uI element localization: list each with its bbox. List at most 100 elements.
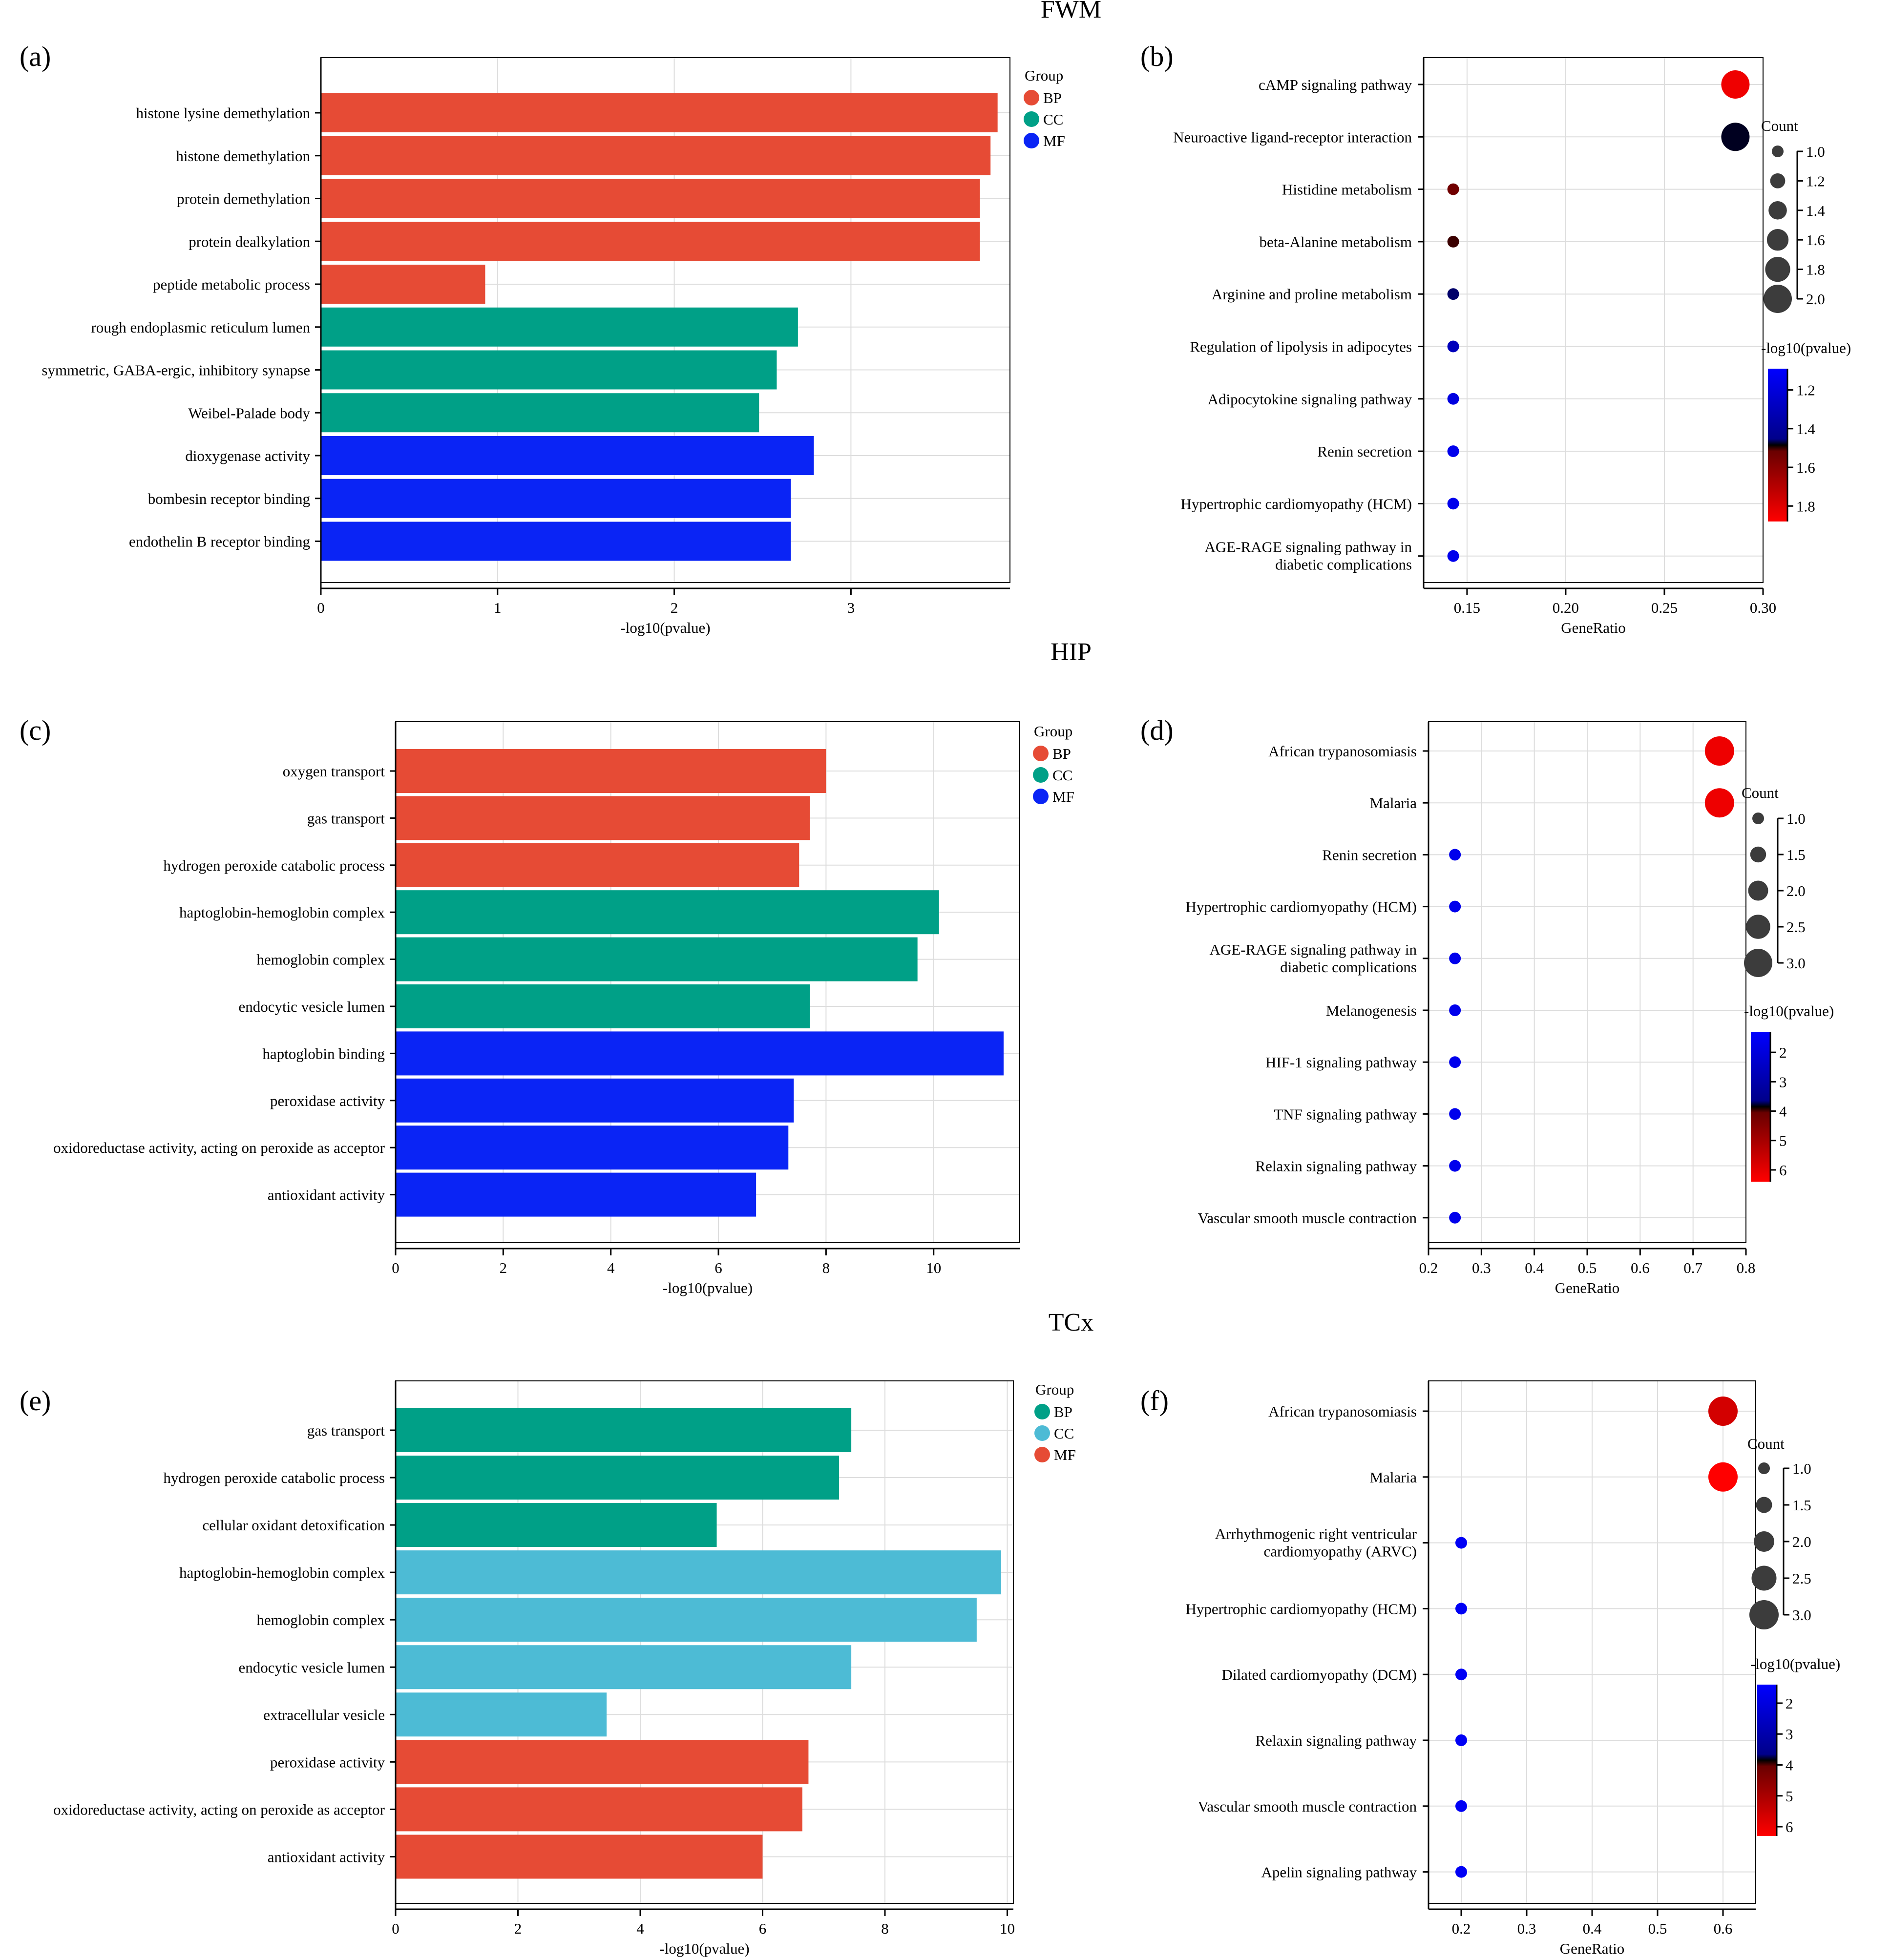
x-tick-label: 2 bbox=[514, 1920, 522, 1937]
size-legend-label: 1.5 bbox=[1786, 846, 1806, 863]
size-legend: Count 1.0 1.5 2.0 2.5 3.0 bbox=[1747, 1435, 1811, 1629]
dot bbox=[1704, 736, 1734, 766]
colorbar-tick-label: 1.4 bbox=[1796, 420, 1815, 438]
dot bbox=[1449, 900, 1461, 913]
bar bbox=[321, 393, 759, 433]
figure-content: FWM HIP TCx (a) histone lysine demethylation… bbox=[20, 0, 1851, 1957]
dot bbox=[1447, 550, 1459, 562]
y-tick-label: haptoglobin binding bbox=[262, 1045, 385, 1062]
bar bbox=[396, 1126, 789, 1170]
x-axis-label: -log10(pvalue) bbox=[620, 619, 710, 636]
bar bbox=[396, 1598, 977, 1642]
bar bbox=[396, 937, 918, 981]
y-tick-label: histone lysine demethylation bbox=[136, 104, 311, 122]
bar bbox=[396, 1078, 794, 1123]
size-legend-label: 3.0 bbox=[1792, 1606, 1811, 1624]
size-legend-label: 1.6 bbox=[1806, 231, 1825, 249]
legend-label-mf: MF bbox=[1054, 1446, 1076, 1463]
panel-b: (b) cAMP signaling pathway Neuroactive lig… bbox=[1140, 41, 1851, 636]
colorbar-title: -log10(pvalue) bbox=[1750, 1655, 1840, 1672]
y-tick-label: endothelin B receptor binding bbox=[129, 533, 310, 550]
bar bbox=[396, 1031, 1004, 1076]
y-tick-label: cellular oxidant detoxification bbox=[202, 1517, 385, 1534]
legend-label-bp: BP bbox=[1054, 1403, 1072, 1420]
legend-label-cc: CC bbox=[1043, 111, 1063, 128]
size-legend-dot bbox=[1746, 915, 1770, 939]
y-tick-label: Hypertrophic cardiomyopathy (HCM) bbox=[1181, 495, 1412, 512]
y-tick-label: Adipocytokine signaling pathway bbox=[1208, 391, 1412, 408]
legend-swatch-cc bbox=[1034, 1425, 1050, 1441]
size-legend-dot bbox=[1750, 846, 1766, 863]
x-tick-label: 4 bbox=[607, 1259, 615, 1276]
colorbar: -log10(pvalue) 2 3 4 5 6 bbox=[1750, 1655, 1840, 1836]
colorbar-tick-label: 2 bbox=[1786, 1695, 1793, 1712]
panel-label: (e) bbox=[20, 1385, 51, 1417]
dot bbox=[1449, 1211, 1461, 1224]
legend-label-bp: BP bbox=[1052, 745, 1071, 762]
x-tick-label: 6 bbox=[759, 1920, 767, 1937]
colorbar-tick-label: 5 bbox=[1779, 1132, 1787, 1149]
colorbar-gradient bbox=[1751, 1032, 1770, 1182]
x-tick-label: 0 bbox=[392, 1259, 399, 1276]
dot bbox=[1449, 849, 1461, 861]
dot bbox=[1447, 288, 1459, 300]
legend-title: Group bbox=[1025, 67, 1063, 84]
x-tick-label: 0.3 bbox=[1517, 1920, 1536, 1937]
y-tick-label: AGE-RAGE signaling pathway in diabetic co… bbox=[1210, 941, 1417, 976]
x-tick-label: 4 bbox=[636, 1920, 644, 1937]
y-tick-label: African trypanosomiasis bbox=[1268, 1403, 1417, 1420]
panel-label: (f) bbox=[1140, 1385, 1169, 1417]
colorbar-tick-label: 3 bbox=[1786, 1726, 1793, 1743]
size-legend-label: 1.0 bbox=[1806, 143, 1825, 160]
x-tick-label: 10 bbox=[1000, 1920, 1015, 1937]
bar bbox=[396, 1172, 756, 1217]
x-tick-label: 0.3 bbox=[1472, 1259, 1491, 1276]
plot-background bbox=[1424, 58, 1763, 583]
y-tick-label: extracellular vesicle bbox=[263, 1706, 385, 1723]
bar bbox=[321, 265, 485, 304]
legend-swatch-cc bbox=[1033, 767, 1049, 783]
colorbar-title: -log10(pvalue) bbox=[1744, 1002, 1834, 1020]
colorbar-tick-label: 2 bbox=[1779, 1044, 1787, 1061]
y-tick-label: cAMP signaling pathway bbox=[1259, 76, 1412, 93]
legend-swatch-mf bbox=[1033, 789, 1049, 804]
x-tick-label: 1 bbox=[494, 599, 502, 616]
size-legend-label: 3.0 bbox=[1786, 955, 1806, 972]
x-tick-label: 6 bbox=[714, 1259, 722, 1276]
x-tick-label: 0 bbox=[317, 599, 325, 616]
x-tick-label: 0.5 bbox=[1578, 1259, 1597, 1276]
panel-label: (b) bbox=[1140, 41, 1174, 72]
bar bbox=[396, 1835, 763, 1879]
bar bbox=[396, 1740, 809, 1784]
y-tick-label: antioxidant activity bbox=[268, 1848, 385, 1865]
y-tick-label: gas transport bbox=[307, 1422, 385, 1439]
x-tick-label: 0.8 bbox=[1737, 1259, 1756, 1276]
section-title-hip: HIP bbox=[1051, 638, 1092, 666]
panel-d: (d) African trypanosomiasis Malaria Renin s… bbox=[1140, 714, 1834, 1296]
colorbar-gradient bbox=[1768, 369, 1787, 521]
panel-a: (a) histone lysine demethylation histone d… bbox=[20, 41, 1065, 636]
bar bbox=[321, 179, 980, 218]
size-legend-dot bbox=[1758, 1462, 1770, 1474]
dot bbox=[1447, 498, 1459, 510]
y-tick-label: Dilated cardiomyopathy (DCM) bbox=[1222, 1666, 1417, 1683]
dot bbox=[1447, 445, 1459, 458]
legend: Group BP CC MF bbox=[1024, 67, 1065, 149]
y-tick-label: Hypertrophic cardiomyopathy (HCM) bbox=[1186, 898, 1417, 916]
size-legend: Count 1.0 1.5 2.0 2.5 3.0 bbox=[1742, 784, 1806, 977]
size-legend-dot bbox=[1770, 173, 1786, 188]
colorbar-tick-label: 4 bbox=[1779, 1103, 1787, 1120]
size-legend-label: 2.0 bbox=[1806, 291, 1825, 308]
bar bbox=[321, 93, 998, 132]
y-tick-label: Malaria bbox=[1370, 1469, 1417, 1486]
size-legend-dot bbox=[1754, 1531, 1774, 1552]
dot bbox=[1455, 1800, 1467, 1812]
size-legend-label: 1.8 bbox=[1806, 261, 1825, 278]
x-tick-label: 2 bbox=[500, 1259, 507, 1276]
panel-label: (d) bbox=[1140, 714, 1174, 746]
bar bbox=[321, 436, 814, 475]
y-tick-label: haptoglobin-hemoglobin complex bbox=[179, 1564, 385, 1581]
bar bbox=[396, 1503, 717, 1547]
dot bbox=[1447, 340, 1459, 353]
y-tick-label: TNF signaling pathway bbox=[1274, 1105, 1417, 1123]
